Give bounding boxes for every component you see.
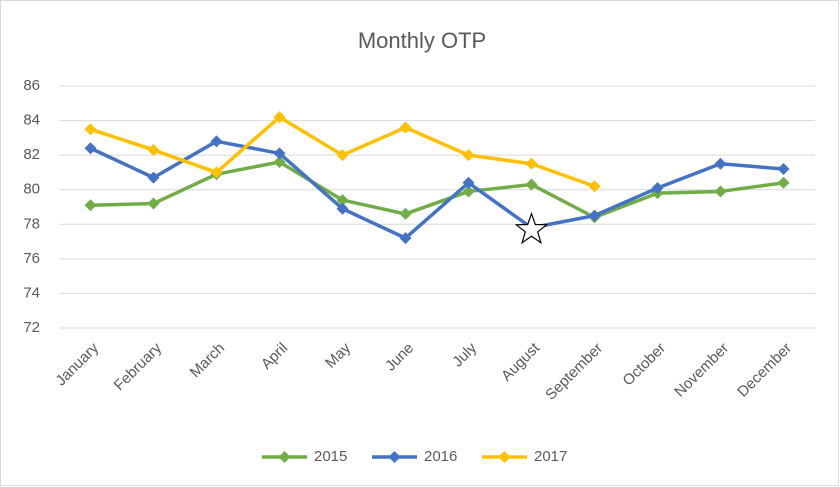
legend-label: 2016	[424, 448, 457, 465]
legend-marker	[388, 451, 401, 463]
legend-marker	[278, 451, 291, 463]
point-marker	[588, 180, 601, 193]
point-marker	[273, 156, 286, 169]
point-marker	[210, 135, 223, 148]
point-marker	[525, 157, 538, 170]
series-line	[89, 139, 784, 240]
point-marker	[273, 111, 286, 124]
series-line	[90, 160, 784, 220]
chart-title: Monthly OTP	[358, 28, 486, 53]
point-marker	[714, 185, 727, 198]
y-tick-label: 74	[23, 284, 40, 301]
point-marker	[147, 171, 160, 184]
legend: 2015 2016 2017	[262, 448, 567, 465]
point-marker	[336, 194, 349, 207]
y-tick-label: 76	[23, 250, 40, 267]
point-marker	[588, 209, 601, 222]
y-tick-label: 78	[23, 215, 40, 232]
point-marker	[777, 176, 790, 189]
point-marker	[336, 202, 349, 215]
point-marker	[273, 147, 286, 160]
point-marker	[336, 149, 349, 162]
y-tick-label: 86	[23, 77, 40, 94]
y-tick-label: 80	[23, 181, 40, 198]
point-marker	[462, 185, 475, 198]
y-tick-label: 82	[23, 146, 40, 163]
y-tick-label: 72	[23, 319, 40, 336]
point-marker	[777, 162, 790, 175]
point-marker	[525, 178, 538, 191]
point-marker	[399, 207, 412, 220]
point-marker	[399, 121, 412, 134]
point-marker	[462, 149, 475, 162]
point-marker	[84, 199, 97, 212]
point-marker	[147, 197, 160, 210]
point-marker	[84, 142, 97, 155]
legend-label: 2015	[314, 448, 347, 465]
point-marker	[210, 166, 223, 179]
legend-marker	[498, 451, 511, 463]
point-marker	[651, 181, 664, 194]
point-marker	[84, 123, 97, 136]
star-annotation	[514, 211, 549, 245]
point-marker	[399, 232, 412, 245]
y-tick-label: 84	[23, 112, 40, 129]
legend-label: 2017	[534, 448, 567, 465]
point-marker	[714, 157, 727, 170]
point-marker	[462, 176, 475, 189]
point-marker	[147, 143, 160, 156]
